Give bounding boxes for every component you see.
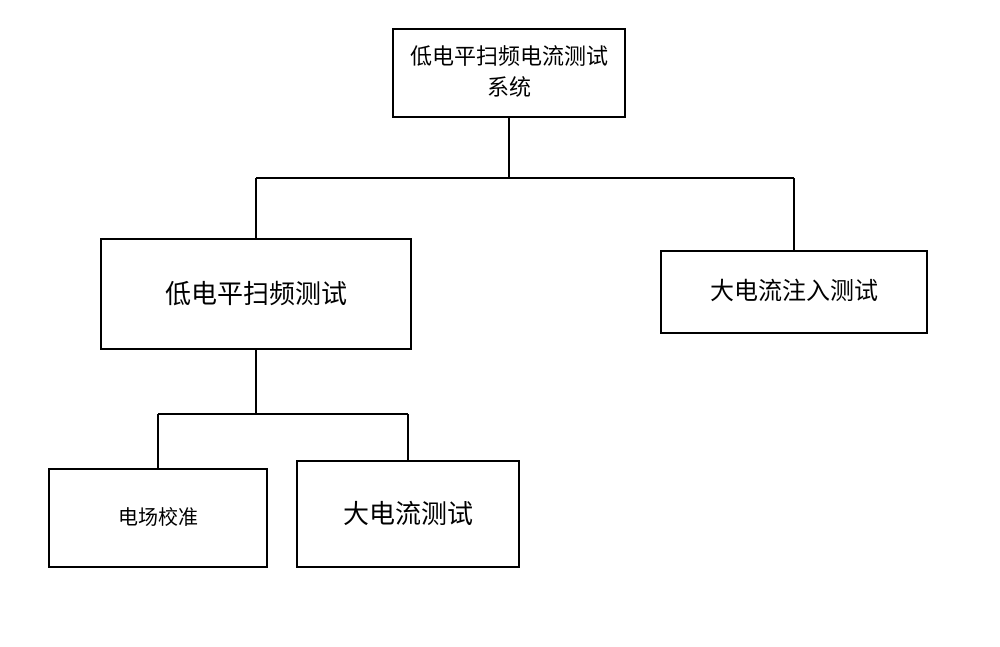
node-low-level-sweep-test: 低电平扫频测试 — [100, 238, 412, 350]
node-low-level-sweep-test-label: 低电平扫频测试 — [165, 276, 347, 312]
node-field-calibration-label: 电场校准 — [118, 504, 198, 532]
node-root-label: 低电平扫频电流测试系统 — [402, 42, 616, 104]
node-high-current-test: 大电流测试 — [296, 460, 520, 568]
node-high-current-test-label: 大电流测试 — [343, 496, 473, 532]
node-high-current-injection-test: 大电流注入测试 — [660, 250, 928, 334]
node-high-current-injection-test-label: 大电流注入测试 — [710, 275, 878, 309]
node-root: 低电平扫频电流测试系统 — [392, 28, 626, 118]
node-field-calibration: 电场校准 — [48, 468, 268, 568]
